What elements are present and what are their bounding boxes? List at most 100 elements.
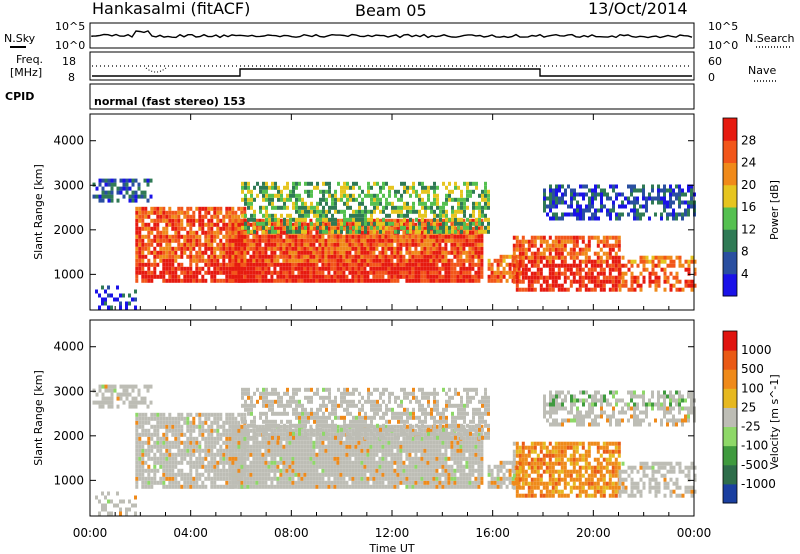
noise-right-tick-bottom: 10^0 [708, 39, 738, 52]
power-cell [651, 188, 654, 193]
velocity-cell [300, 432, 304, 437]
power-cell [271, 201, 274, 206]
power-cell [153, 258, 157, 263]
power-cell [552, 204, 555, 209]
power-cell [312, 274, 316, 279]
power-cell [144, 206, 148, 211]
velocity-cell [147, 456, 151, 461]
velocity-cell [219, 452, 223, 457]
power-cell [596, 263, 600, 268]
power-cell [390, 270, 394, 275]
power-cell [271, 193, 274, 198]
power-cell [207, 218, 211, 223]
power-cell [367, 221, 370, 226]
velocity-cell [396, 464, 400, 469]
velocity-cell [348, 468, 352, 473]
power-cell [271, 205, 274, 210]
power-cell [303, 278, 307, 283]
velocity-cell [249, 464, 253, 469]
power-cell [474, 230, 478, 235]
power-cell [131, 178, 135, 183]
power-cell [448, 217, 451, 222]
power-cell [331, 229, 334, 234]
power-cell [563, 247, 567, 252]
power-cell [678, 204, 681, 209]
power-cell [285, 250, 289, 255]
velocity-cell [387, 448, 391, 453]
power-cell [493, 270, 497, 275]
power-cell [267, 234, 271, 239]
power-cell [213, 274, 217, 279]
power-cell [276, 262, 280, 267]
power-cell [180, 218, 184, 223]
power-cell [457, 209, 460, 214]
velocity-cell [360, 432, 364, 437]
power-cell [639, 283, 643, 288]
velocity-cell [156, 456, 160, 461]
velocity-cell [381, 464, 385, 469]
power-cell [168, 242, 172, 247]
power-cell [405, 262, 409, 267]
velocity-heatmap [92, 384, 697, 516]
power-cell [545, 283, 549, 288]
power-cell [345, 242, 349, 247]
power-cell [372, 266, 376, 271]
velocity-cell [135, 420, 139, 425]
power-cell [306, 222, 310, 227]
power-cell [204, 262, 208, 267]
power-cell [570, 212, 573, 217]
power-cell [265, 197, 268, 202]
power-cell [555, 196, 558, 201]
velocity-cell [339, 448, 343, 453]
power-cell [563, 235, 567, 240]
power-cell [660, 188, 663, 193]
power-cell [349, 193, 352, 198]
power-cell [141, 250, 145, 255]
power-cell [663, 271, 667, 276]
power-cell [310, 201, 313, 206]
velocity-cell [369, 456, 373, 461]
power-cell [144, 210, 148, 215]
power-cell [252, 234, 256, 239]
velocity-cell [309, 440, 313, 445]
power-cell [427, 221, 430, 226]
power-cell [555, 192, 558, 197]
power-cell [310, 225, 313, 230]
power-cell [135, 238, 139, 243]
power-cell [657, 200, 660, 205]
power-cell [684, 279, 688, 284]
velocity-cell [210, 412, 214, 417]
velocity-cell [237, 484, 241, 489]
velocity-cell [288, 444, 292, 449]
velocity-cell [162, 420, 166, 425]
power-cell [358, 217, 361, 222]
power-cell [533, 287, 537, 292]
power-cell [596, 255, 600, 260]
power-cell [327, 278, 331, 283]
power-cell [418, 201, 421, 206]
velocity-cell [336, 472, 340, 477]
velocity-cell [207, 468, 211, 473]
power-colorbar-frame [722, 117, 738, 297]
power-cell [144, 270, 148, 275]
power-cell [657, 188, 660, 193]
velocity-cell [150, 444, 154, 449]
velocity-cell [144, 468, 148, 473]
velocity-cell [288, 460, 292, 465]
power-cell [342, 250, 346, 255]
power-cell [201, 278, 205, 283]
velocity-cell [237, 472, 241, 477]
power-cell [268, 217, 271, 222]
velocity-cell [216, 432, 220, 437]
velocity-cell [159, 416, 163, 421]
power-cell [666, 200, 669, 205]
power-cell [387, 254, 391, 259]
velocity-cell [261, 424, 265, 429]
velocity-cell [119, 392, 123, 397]
power-cell [599, 267, 603, 272]
power-cell [435, 270, 439, 275]
velocity-cell [384, 476, 388, 481]
power-cell [162, 214, 166, 219]
velocity-cell [138, 440, 142, 445]
velocity-cell [147, 444, 151, 449]
